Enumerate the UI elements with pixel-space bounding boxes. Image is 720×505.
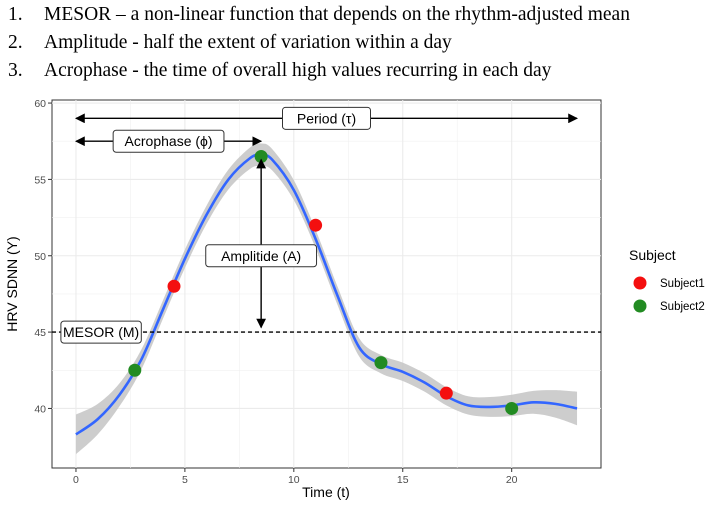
list-number: 2.	[8, 32, 23, 53]
y-tick-label: 40	[34, 403, 46, 415]
legend-label: Subject2	[660, 301, 705, 313]
x-tick-label: 20	[506, 474, 518, 486]
list-number: 3.	[8, 60, 23, 81]
x-tick-label: 0	[73, 474, 79, 486]
period-label-text: Period (τ)	[297, 110, 356, 126]
confidence-band	[75, 143, 578, 455]
annotations: Period (τ) Acrophase (ϕ) Amplitide (A) MESO…	[60, 106, 579, 344]
y-axis-label: HRV SDNN (Y)	[4, 236, 20, 331]
data-point-subject2	[505, 401, 519, 415]
y-tick-label: 50	[34, 251, 46, 263]
acrophase-label: Acrophase (ϕ)	[112, 129, 225, 153]
period-label-box	[282, 106, 371, 130]
fitted-curve	[75, 153, 578, 436]
list-text: MESOR – a non-linear function that depen…	[44, 4, 630, 25]
amplitude-label-box	[205, 244, 318, 268]
legend-title: Subject	[629, 247, 676, 263]
y-tick-label: 55	[34, 174, 46, 186]
acrophase-label-text: Acrophase (ϕ)	[125, 133, 213, 149]
legend-swatch	[633, 299, 647, 313]
list-text: Acrophase - the time of overall high val…	[44, 60, 552, 81]
amplitude-label-text: Amplitide (A)	[221, 248, 301, 264]
x-tick-label: 10	[288, 474, 300, 486]
y-tick-label: 60	[34, 98, 46, 110]
mesor-label: MESOR (M)	[60, 320, 142, 344]
x-tick-label: 15	[397, 474, 409, 486]
legend: Subject Subject1 Subject2	[629, 247, 705, 313]
list-item: 1. MESOR – a non-linear function that dep…	[8, 4, 630, 26]
period-label: Period (τ)	[282, 106, 371, 130]
data-point-subject1	[309, 218, 323, 232]
data-layer	[52, 143, 601, 455]
y-tick-label: 45	[34, 327, 46, 339]
data-point-subject1	[167, 279, 181, 293]
list-number: 1.	[8, 4, 23, 25]
data-point-subject1	[439, 386, 453, 400]
x-axis-label: Time (t)	[302, 484, 350, 500]
x-tick-label: 5	[182, 474, 188, 486]
legend-label: Subject1	[660, 278, 705, 290]
mesor-label-box	[60, 320, 142, 344]
axes: 0 5 10 15 20 40 45 50 55 60	[34, 98, 517, 486]
list-text: Amplitude - half the extent of variation…	[44, 32, 452, 53]
amplitude-label: Amplitide (A)	[205, 244, 318, 268]
legend-swatch	[633, 276, 647, 290]
list-item: 2. Amplitude - half the extent of variati…	[8, 32, 452, 54]
data-point-subject2	[374, 356, 388, 370]
mesor-label-text: MESOR (M)	[63, 324, 139, 340]
data-point-subject2	[128, 363, 142, 377]
list-item: 3. Acrophase - the time of overall high v…	[8, 60, 551, 82]
acrophase-label-box	[112, 129, 225, 153]
